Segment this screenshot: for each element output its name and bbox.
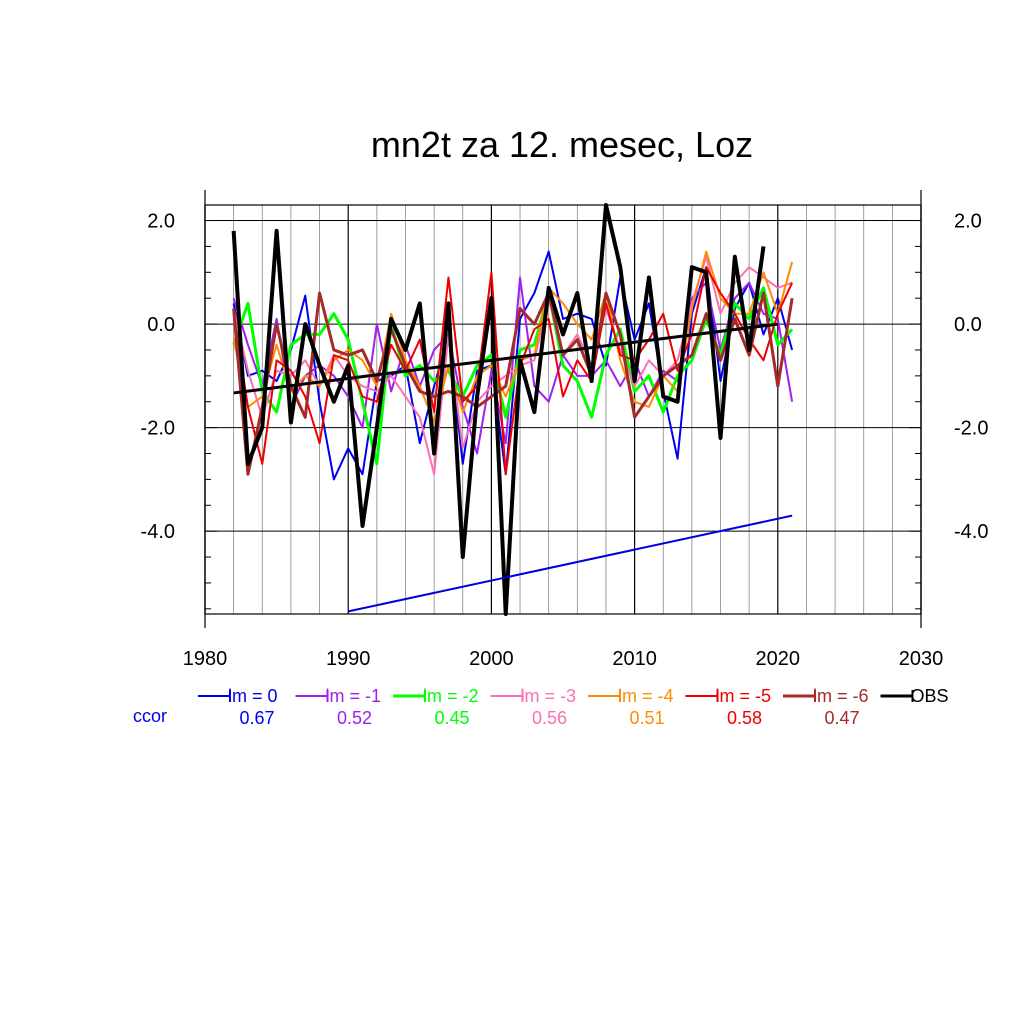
x-tick-label: 2030	[899, 648, 944, 670]
y-tick-label-left: 0.0	[147, 314, 175, 336]
legend-ccor-value: 0.58	[727, 708, 762, 728]
legend-ccor-value: 0.52	[337, 708, 372, 728]
legend-label: lm = -4	[618, 686, 674, 706]
grid	[204, 204, 922, 614]
legend-label: lm = -3	[521, 686, 577, 706]
ccor-label: ccor	[133, 706, 167, 726]
obs-trend-line	[233, 322, 778, 395]
legend-ccor-value: 0.45	[434, 708, 469, 728]
plot-area	[231, 203, 794, 616]
x-tick-label: 2000	[469, 648, 514, 670]
legend-ccor-value: 0.47	[824, 708, 859, 728]
axis-ticks	[204, 190, 922, 628]
legend-label: lm = -2	[423, 686, 479, 706]
legend-label: lm = 0	[228, 686, 278, 706]
y-tick-label-right: -4.0	[954, 521, 988, 543]
chart-title: mn2t za 12. mesec, Loz	[371, 124, 753, 165]
tick-labels: 2.0 2.0 0.0 0.0 -2.0 -2.0 -4.0 -4.0 1980 1990 2000…	[141, 211, 989, 670]
legend-ccor-value: 0.67	[239, 708, 274, 728]
y-tick-label-right: 2.0	[954, 211, 982, 233]
legend-ccor-value: 0.56	[532, 708, 567, 728]
legend-label: OBS	[911, 686, 949, 706]
y-tick-label-left: 2.0	[147, 211, 175, 233]
legend-label: lm = -1	[326, 686, 382, 706]
series-line-obs	[231, 203, 766, 616]
model-trend-line	[347, 514, 793, 613]
x-tick-label: 2020	[756, 648, 801, 670]
series-line-lm4	[232, 250, 794, 424]
plot-frame	[204, 204, 922, 615]
legend-label: lm = -6	[813, 686, 869, 706]
y-tick-label-right: 0.0	[954, 314, 982, 336]
y-tick-label-left: -4.0	[141, 521, 175, 543]
legend-ccor-value: 0.51	[629, 708, 664, 728]
y-tick-label-left: -2.0	[141, 418, 175, 440]
x-tick-label: 1990	[326, 648, 371, 670]
y-tick-label-right: -2.0	[954, 418, 988, 440]
x-tick-label: 1980	[183, 648, 228, 670]
series-line-lm5	[232, 266, 794, 476]
legend-label: lm = -5	[716, 686, 772, 706]
x-tick-label: 2010	[612, 648, 657, 670]
